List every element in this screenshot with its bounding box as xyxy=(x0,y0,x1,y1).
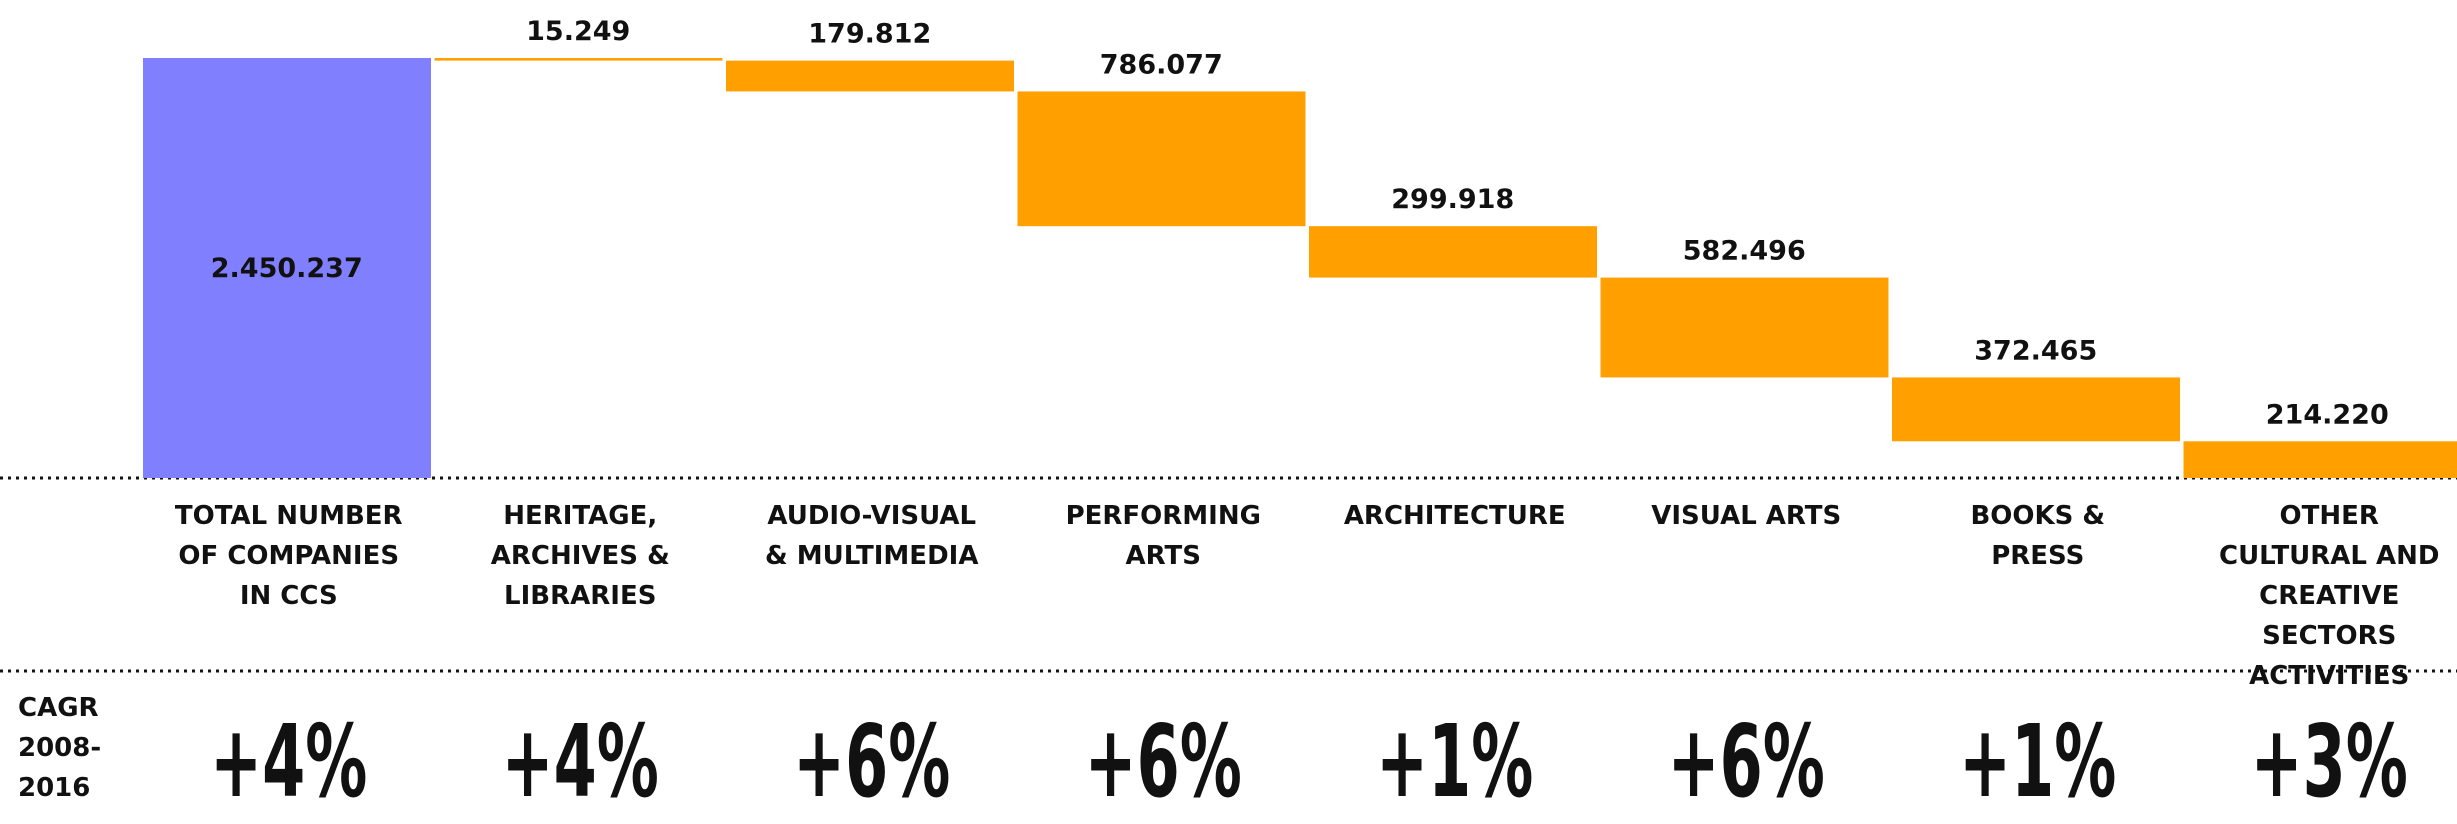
cagr-label: CAGR 2008-2016 xyxy=(18,693,102,803)
bar xyxy=(2183,441,2457,478)
cagr-value: +1% xyxy=(1376,703,1533,820)
bar xyxy=(1309,226,1597,278)
cagr-value: +4% xyxy=(502,703,659,820)
cagr-value: +3% xyxy=(2251,703,2408,820)
category-label: ARCHITECTURE xyxy=(1343,501,1566,531)
category-label: OTHER CULTURAL AND CREATIVE SECTORS ACTI… xyxy=(2218,501,2440,691)
value-label: 372.465 xyxy=(1974,335,2097,366)
category-label: AUDIO-VISUAL & MULTIMEDIA xyxy=(765,501,979,571)
value-label: 2.450.237 xyxy=(211,253,363,284)
category-label: TOTAL NUMBER OF COMPANIES IN CCS xyxy=(174,501,403,611)
cagr-value: +6% xyxy=(1668,703,1825,820)
bar xyxy=(726,60,1014,92)
value-label: 179.812 xyxy=(808,19,931,50)
bar xyxy=(1017,91,1306,227)
cagr-value: +6% xyxy=(1085,703,1242,820)
bar xyxy=(1600,277,1889,378)
value-label: 299.918 xyxy=(1391,184,1514,215)
value-label: 214.220 xyxy=(2266,399,2389,430)
value-label: 582.496 xyxy=(1683,236,1806,267)
value-label: 786.077 xyxy=(1100,49,1223,80)
category-label: PERFORMING ARTS xyxy=(1065,501,1261,571)
cagr-value: +1% xyxy=(1959,703,2116,820)
category-label: HERITAGE, ARCHIVES & LIBRARIES xyxy=(490,501,670,611)
cagr-value: +4% xyxy=(210,703,367,820)
bar xyxy=(143,58,431,478)
category-label: BOOKS & PRESS xyxy=(1970,501,2106,571)
bar xyxy=(434,58,723,61)
bar xyxy=(1892,377,2180,442)
category-label: VISUAL ARTS xyxy=(1651,501,1842,531)
cagr-value: +6% xyxy=(793,703,950,820)
value-label: 15.249 xyxy=(526,16,630,47)
